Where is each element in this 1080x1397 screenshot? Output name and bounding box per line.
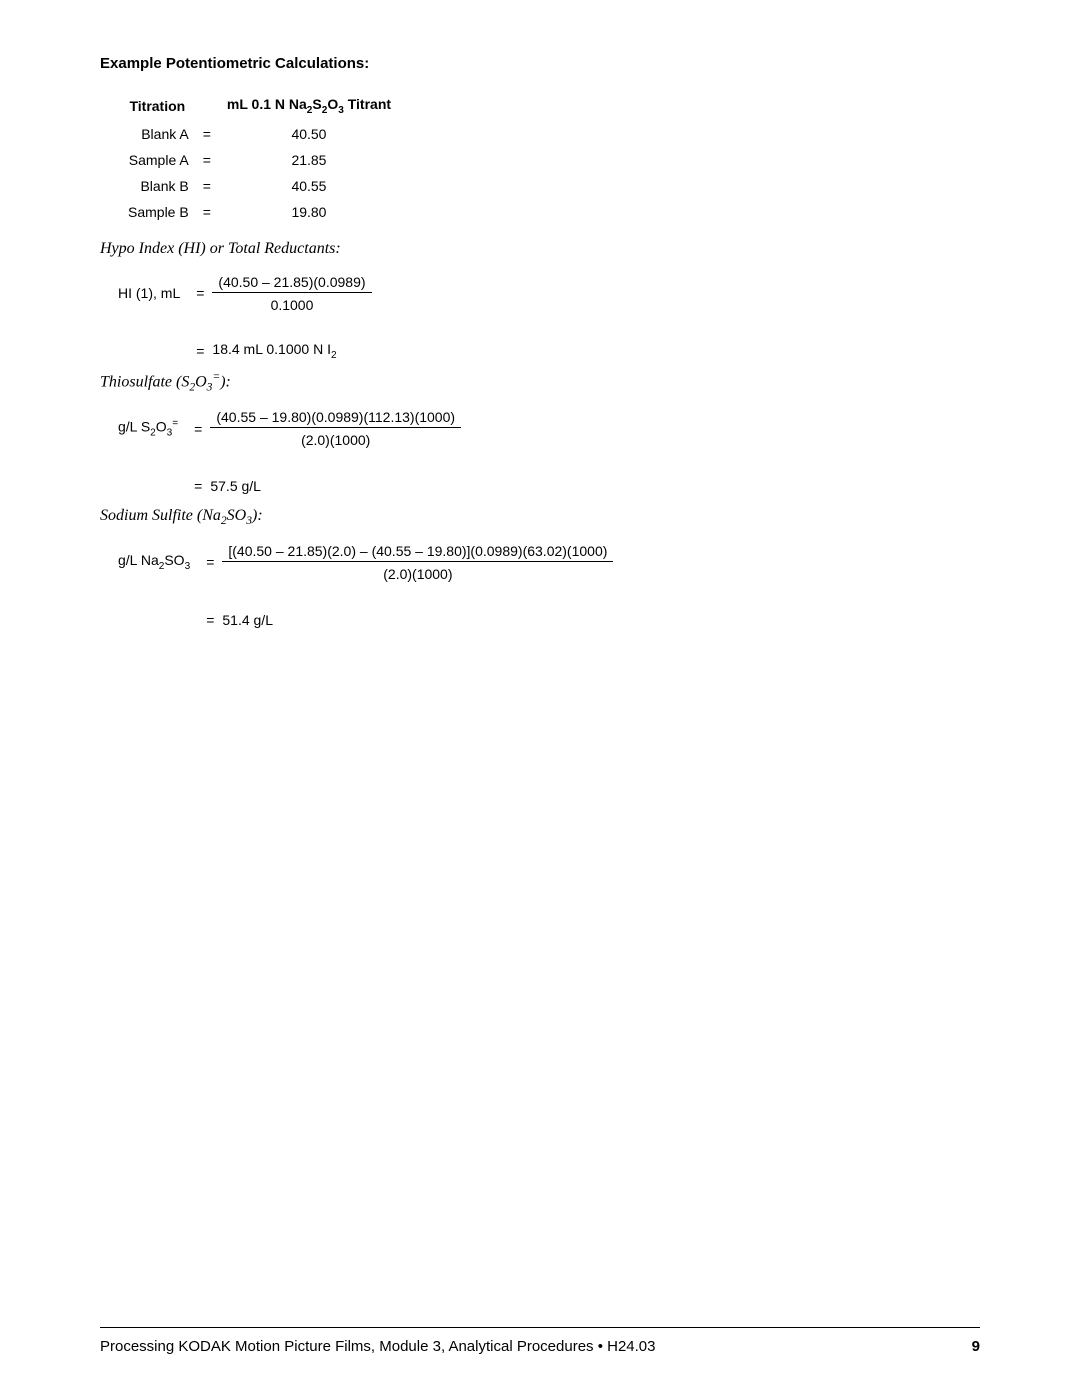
thiosulfate-numerator: (40.55 – 19.80)(0.0989)(112.13)(1000) bbox=[210, 407, 461, 428]
thiosulfate-result-row: g/L S2O3= = 57.5 g/L bbox=[118, 476, 980, 496]
hypo-heading: Hypo Index (HI) or Total Reductants: bbox=[100, 240, 980, 258]
equals-sign: = bbox=[195, 200, 219, 224]
page-footer: Processing KODAK Motion Picture Films, M… bbox=[100, 1327, 980, 1355]
sulfite-equation: g/L Na2SO3 = [(40.50 – 21.85)(2.0) – (40… bbox=[118, 541, 980, 584]
thiosulfate-heading: Thiosulfate (S2O3=): bbox=[100, 371, 980, 394]
titration-table: Titration mL 0.1 N Na2S2O3 Titrant Blank… bbox=[120, 90, 399, 226]
titration-value: 40.50 bbox=[221, 122, 397, 146]
page-number: 9 bbox=[972, 1338, 980, 1355]
table-row: Sample A = 21.85 bbox=[122, 148, 397, 172]
sulfite-label: g/L Na2SO3 bbox=[118, 552, 198, 572]
sulfite-numerator: [(40.50 – 21.85)(2.0) – (40.55 – 19.80)]… bbox=[222, 541, 613, 562]
titration-value: 40.55 bbox=[221, 174, 397, 198]
titration-label: Blank A bbox=[122, 122, 193, 146]
footer-text: Processing KODAK Motion Picture Films, M… bbox=[100, 1338, 656, 1355]
hypo-result: 18.4 mL 0.1000 N I2 bbox=[212, 341, 336, 361]
page-heading: Example Potentiometric Calculations: bbox=[100, 55, 980, 72]
titration-value: 19.80 bbox=[221, 200, 397, 224]
equals-sign: = bbox=[186, 478, 210, 494]
titrant-header: mL 0.1 N Na2S2O3 Titrant bbox=[221, 92, 397, 120]
thiosulfate-equation: g/L S2O3= = (40.55 – 19.80)(0.0989)(112.… bbox=[118, 407, 980, 450]
table-row: Blank A = 40.50 bbox=[122, 122, 397, 146]
hypo-equation: HI (1), mL = (40.50 – 21.85)(0.0989) 0.1… bbox=[118, 272, 980, 315]
sulfite-result-row: g/L Na2SO3 = 51.4 g/L bbox=[118, 610, 980, 630]
equals-sign: = bbox=[198, 612, 222, 628]
sulfite-denominator: (2.0)(1000) bbox=[222, 562, 613, 584]
thiosulfate-result: 57.5 g/L bbox=[210, 478, 261, 494]
thiosulfate-label: g/L S2O3= bbox=[118, 418, 186, 438]
titration-label: Blank B bbox=[122, 174, 193, 198]
titration-header: Titration bbox=[122, 92, 193, 120]
table-header-row: Titration mL 0.1 N Na2S2O3 Titrant bbox=[122, 92, 397, 120]
equals-sign: = bbox=[195, 148, 219, 172]
hypo-numerator: (40.50 – 21.85)(0.0989) bbox=[212, 272, 371, 293]
thiosulfate-fraction: (40.55 – 19.80)(0.0989)(112.13)(1000) (2… bbox=[210, 407, 461, 450]
equals-sign: = bbox=[195, 122, 219, 146]
hypo-result-row: HI (1), mL = 18.4 mL 0.1000 N I2 bbox=[118, 341, 980, 361]
equals-sign: = bbox=[188, 285, 212, 301]
equals-sign: = bbox=[188, 343, 212, 359]
table-row: Sample B = 19.80 bbox=[122, 200, 397, 224]
equals-sign: = bbox=[186, 421, 210, 437]
sulfite-result: 51.4 g/L bbox=[222, 612, 273, 628]
titration-label: Sample A bbox=[122, 148, 193, 172]
equals-sign: = bbox=[198, 554, 222, 570]
sulfite-fraction: [(40.50 – 21.85)(2.0) – (40.55 – 19.80)]… bbox=[222, 541, 613, 584]
hypo-denominator: 0.1000 bbox=[212, 293, 371, 315]
titration-value: 21.85 bbox=[221, 148, 397, 172]
titration-label: Sample B bbox=[122, 200, 193, 224]
table-row: Blank B = 40.55 bbox=[122, 174, 397, 198]
sulfite-heading: Sodium Sulfite (Na2SO3): bbox=[100, 507, 980, 527]
equals-sign: = bbox=[195, 174, 219, 198]
hypo-label: HI (1), mL bbox=[118, 285, 188, 301]
hypo-fraction: (40.50 – 21.85)(0.0989) 0.1000 bbox=[212, 272, 371, 315]
thiosulfate-denominator: (2.0)(1000) bbox=[210, 428, 461, 450]
